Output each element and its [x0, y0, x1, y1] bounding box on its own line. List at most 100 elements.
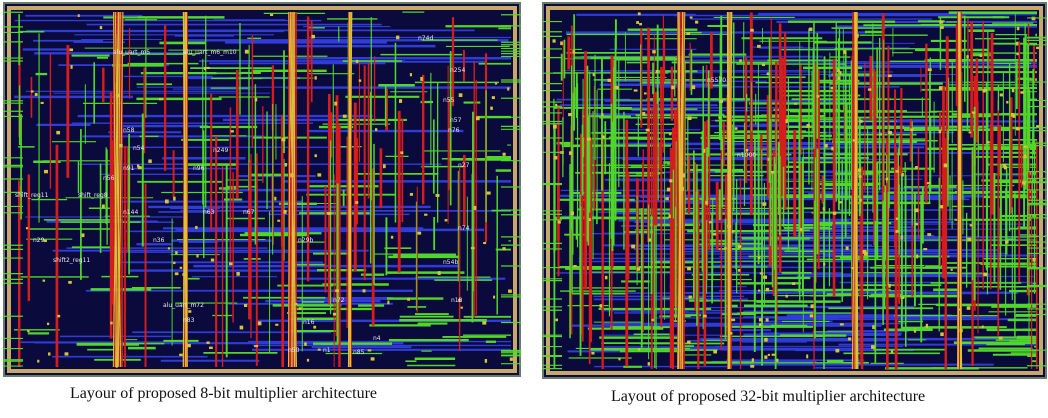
via	[655, 69, 659, 74]
via	[158, 98, 163, 101]
net-label: n96	[193, 165, 205, 172]
via	[208, 346, 213, 349]
via	[631, 244, 636, 249]
via	[888, 74, 892, 78]
via	[959, 328, 963, 333]
via	[187, 343, 191, 348]
via	[638, 348, 641, 351]
via	[713, 350, 718, 354]
via	[759, 272, 764, 275]
via	[1015, 127, 1020, 131]
layout-32bit-image: n5570 n1000	[542, 2, 1047, 379]
via	[900, 235, 903, 240]
via	[652, 50, 656, 54]
via	[895, 230, 899, 233]
via	[809, 27, 813, 31]
via	[81, 233, 85, 238]
net-label: n74	[458, 225, 470, 232]
via	[926, 182, 931, 185]
via	[367, 349, 372, 352]
net-label: n5570	[707, 77, 726, 84]
via	[601, 113, 604, 117]
via	[362, 289, 366, 293]
via	[43, 239, 47, 243]
via	[765, 318, 769, 322]
via	[614, 86, 619, 90]
via	[737, 245, 742, 249]
via	[888, 131, 892, 135]
via	[709, 221, 712, 224]
net-label: n76	[448, 127, 460, 134]
via	[824, 144, 828, 148]
via	[570, 211, 574, 215]
via	[68, 280, 72, 284]
via	[938, 86, 943, 90]
via	[867, 88, 872, 91]
via	[966, 306, 971, 310]
via	[1012, 114, 1016, 118]
via	[182, 273, 185, 276]
via	[179, 353, 183, 356]
via	[857, 168, 862, 172]
via	[313, 325, 317, 329]
layout-8bit-image: alu_uart_m5 alu_uart_m6_m10 n74d n254 n55 n57…	[3, 2, 521, 377]
via	[761, 63, 766, 67]
metal-wire	[729, 11, 732, 370]
via	[77, 14, 80, 18]
net-label: shift2_reg11	[53, 257, 90, 264]
via	[70, 65, 73, 69]
via	[314, 76, 317, 80]
net-label: n56	[103, 175, 115, 182]
via	[864, 251, 868, 256]
via	[830, 86, 834, 90]
via	[998, 336, 1003, 340]
metal-wire	[116, 11, 121, 368]
via	[390, 235, 394, 239]
via	[671, 85, 675, 90]
via	[586, 137, 591, 141]
via	[1006, 100, 1009, 104]
via	[332, 312, 337, 316]
metal-wire	[726, 11, 729, 370]
via	[437, 271, 441, 276]
net-label: n54b	[443, 259, 458, 266]
via	[719, 99, 724, 103]
net-label: n16	[303, 319, 315, 326]
net-label: n29b	[298, 237, 313, 244]
via	[712, 233, 717, 236]
via	[1020, 91, 1025, 94]
via	[822, 207, 826, 211]
via	[370, 357, 375, 361]
via	[355, 201, 359, 204]
via	[923, 248, 928, 251]
via	[460, 306, 463, 309]
via	[680, 186, 684, 191]
net-label: n50	[288, 347, 300, 354]
via	[1036, 125, 1040, 128]
via	[983, 272, 988, 277]
via	[969, 224, 973, 227]
via	[915, 166, 918, 169]
via	[37, 359, 40, 363]
metal-wire	[114, 11, 122, 368]
via	[102, 204, 105, 208]
via	[879, 133, 883, 136]
via	[491, 96, 495, 100]
via	[794, 102, 798, 105]
net-label: alu_uart_m6_m10	[183, 49, 237, 56]
via	[645, 128, 650, 132]
via	[475, 116, 480, 121]
via	[890, 350, 894, 354]
via	[243, 303, 248, 308]
net-label: shift_reg8	[78, 192, 108, 199]
net-label: n27	[458, 162, 470, 169]
via	[64, 352, 69, 356]
via	[763, 275, 768, 279]
via	[871, 345, 875, 349]
via	[981, 325, 984, 329]
via	[486, 191, 491, 195]
via	[832, 211, 837, 215]
via	[591, 351, 595, 355]
via	[1003, 165, 1008, 170]
via	[270, 13, 274, 17]
